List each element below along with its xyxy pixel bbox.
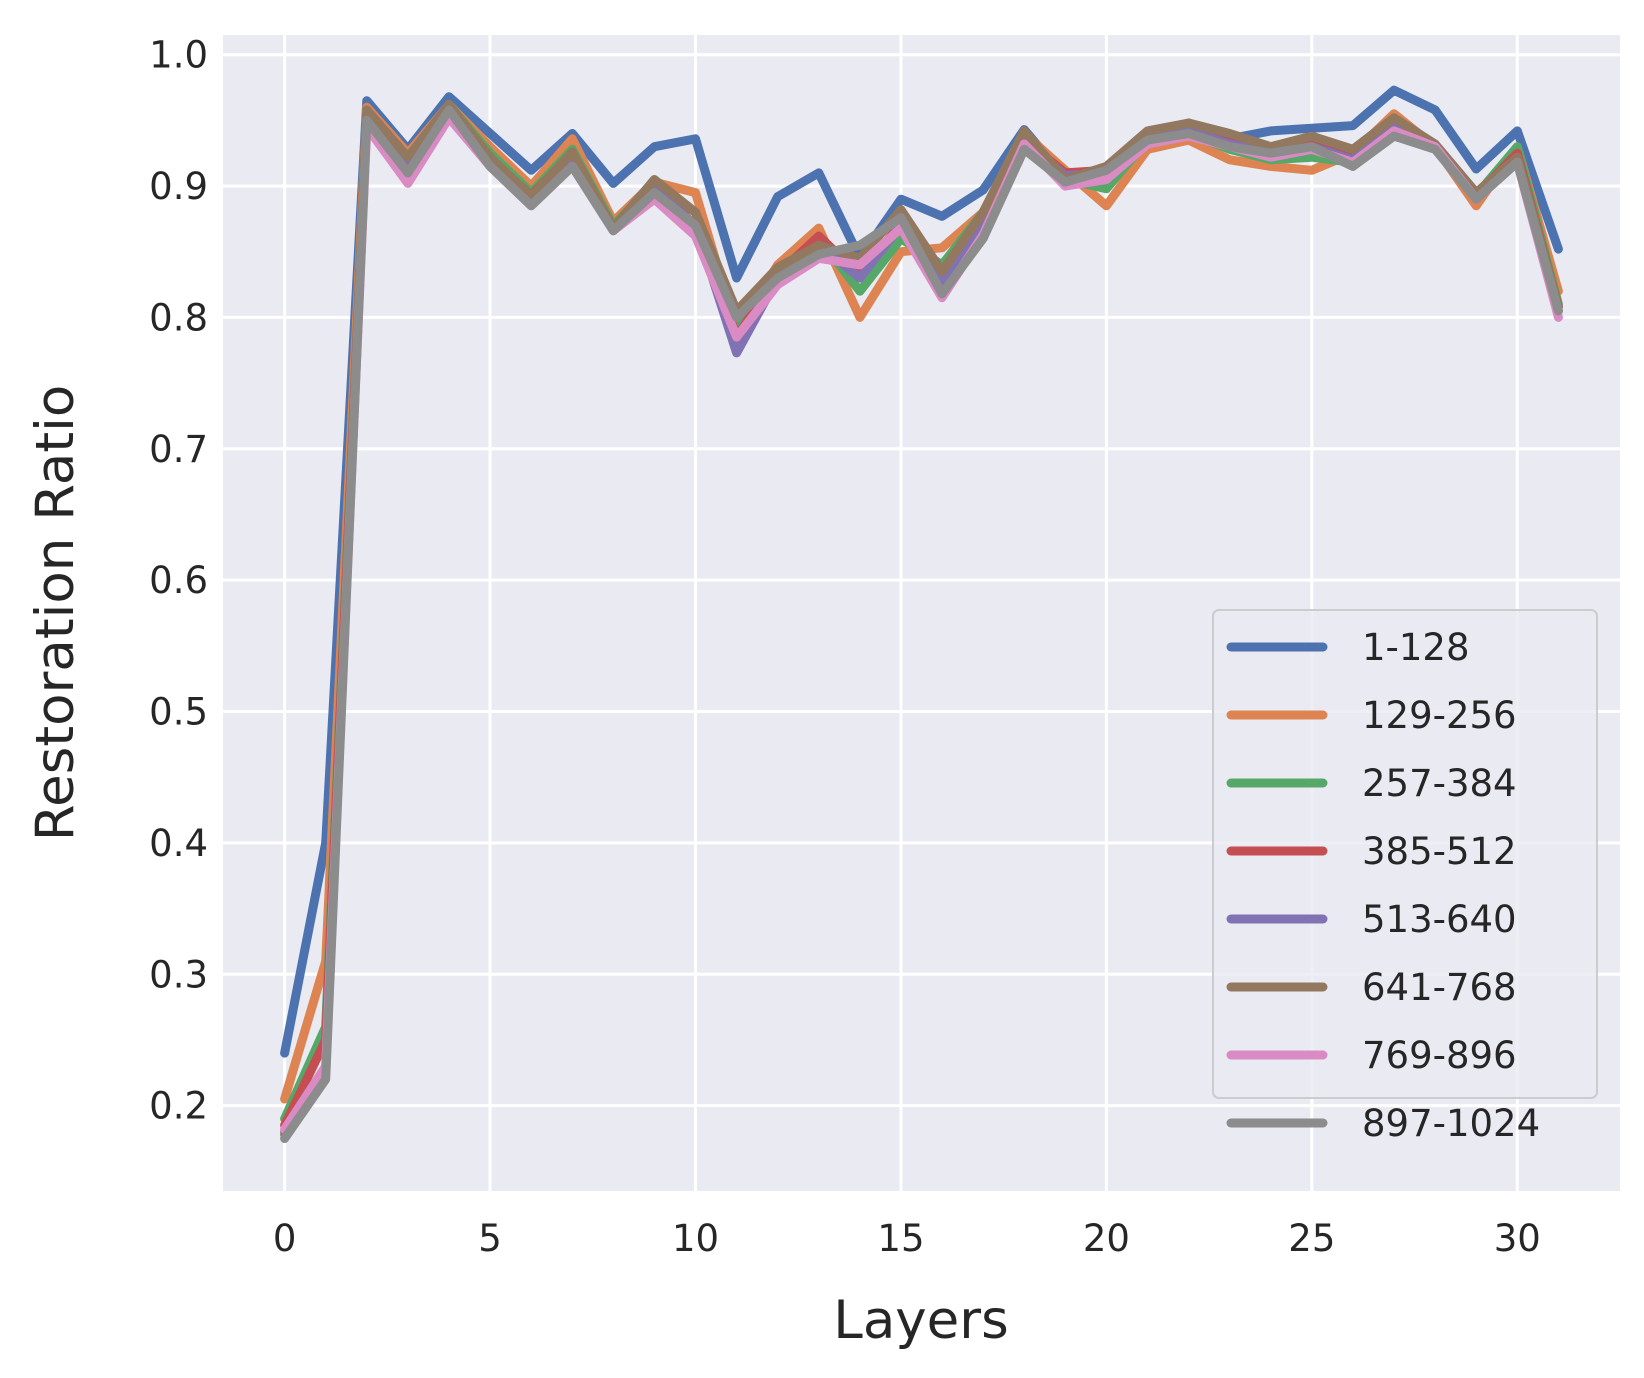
y-tick-label: 0.6 bbox=[149, 559, 208, 602]
legend-label: 641-768 bbox=[1362, 966, 1517, 1009]
y-tick-label: 1.0 bbox=[149, 34, 208, 77]
legend-label: 769-896 bbox=[1362, 1034, 1517, 1077]
y-tick-label: 0.3 bbox=[149, 953, 208, 996]
y-tick-label: 0.7 bbox=[149, 428, 208, 471]
x-tick-labels: 0 5 10 15 20 25 30 bbox=[273, 1217, 1541, 1260]
series-lines bbox=[280, 85, 1563, 1143]
series-line-641-768 bbox=[280, 100, 1563, 1139]
y-tick-label: 0.2 bbox=[149, 1085, 208, 1128]
y-tick-label: 0.9 bbox=[149, 165, 208, 208]
y-axis-title: Restoration Ratio bbox=[25, 385, 86, 842]
legend-label: 897-1024 bbox=[1362, 1102, 1540, 1145]
x-axis-title: Layers bbox=[833, 1290, 1008, 1351]
y-tick-label: 0.5 bbox=[149, 691, 208, 734]
legend-label: 1-128 bbox=[1362, 626, 1470, 669]
legend-label: 257-384 bbox=[1362, 762, 1517, 805]
y-tick-labels: 0.2 0.3 0.4 0.5 0.6 0.7 0.8 0.9 1.0 bbox=[149, 34, 208, 1128]
x-tick-label: 10 bbox=[672, 1217, 719, 1260]
x-tick-label: 15 bbox=[877, 1217, 924, 1260]
x-tick-label: 25 bbox=[1288, 1217, 1335, 1260]
y-tick-label: 0.8 bbox=[149, 296, 208, 339]
x-tick-label: 30 bbox=[1494, 1217, 1541, 1260]
legend-label: 513-640 bbox=[1362, 898, 1517, 941]
x-tick-label: 20 bbox=[1083, 1217, 1130, 1260]
x-tick-label: 5 bbox=[478, 1217, 502, 1260]
x-tick-label: 0 bbox=[273, 1217, 297, 1260]
series-line-1-128 bbox=[280, 85, 1563, 1058]
legend: 1-128 129-256 257-384 385-512 513-640 641-768… bbox=[1212, 609, 1598, 1145]
legend-label: 129-256 bbox=[1362, 694, 1517, 737]
series-line-897-1024 bbox=[280, 105, 1563, 1143]
legend-label: 385-512 bbox=[1362, 830, 1517, 873]
legend-box bbox=[1212, 609, 1598, 1099]
y-tick-label: 0.4 bbox=[149, 822, 208, 865]
